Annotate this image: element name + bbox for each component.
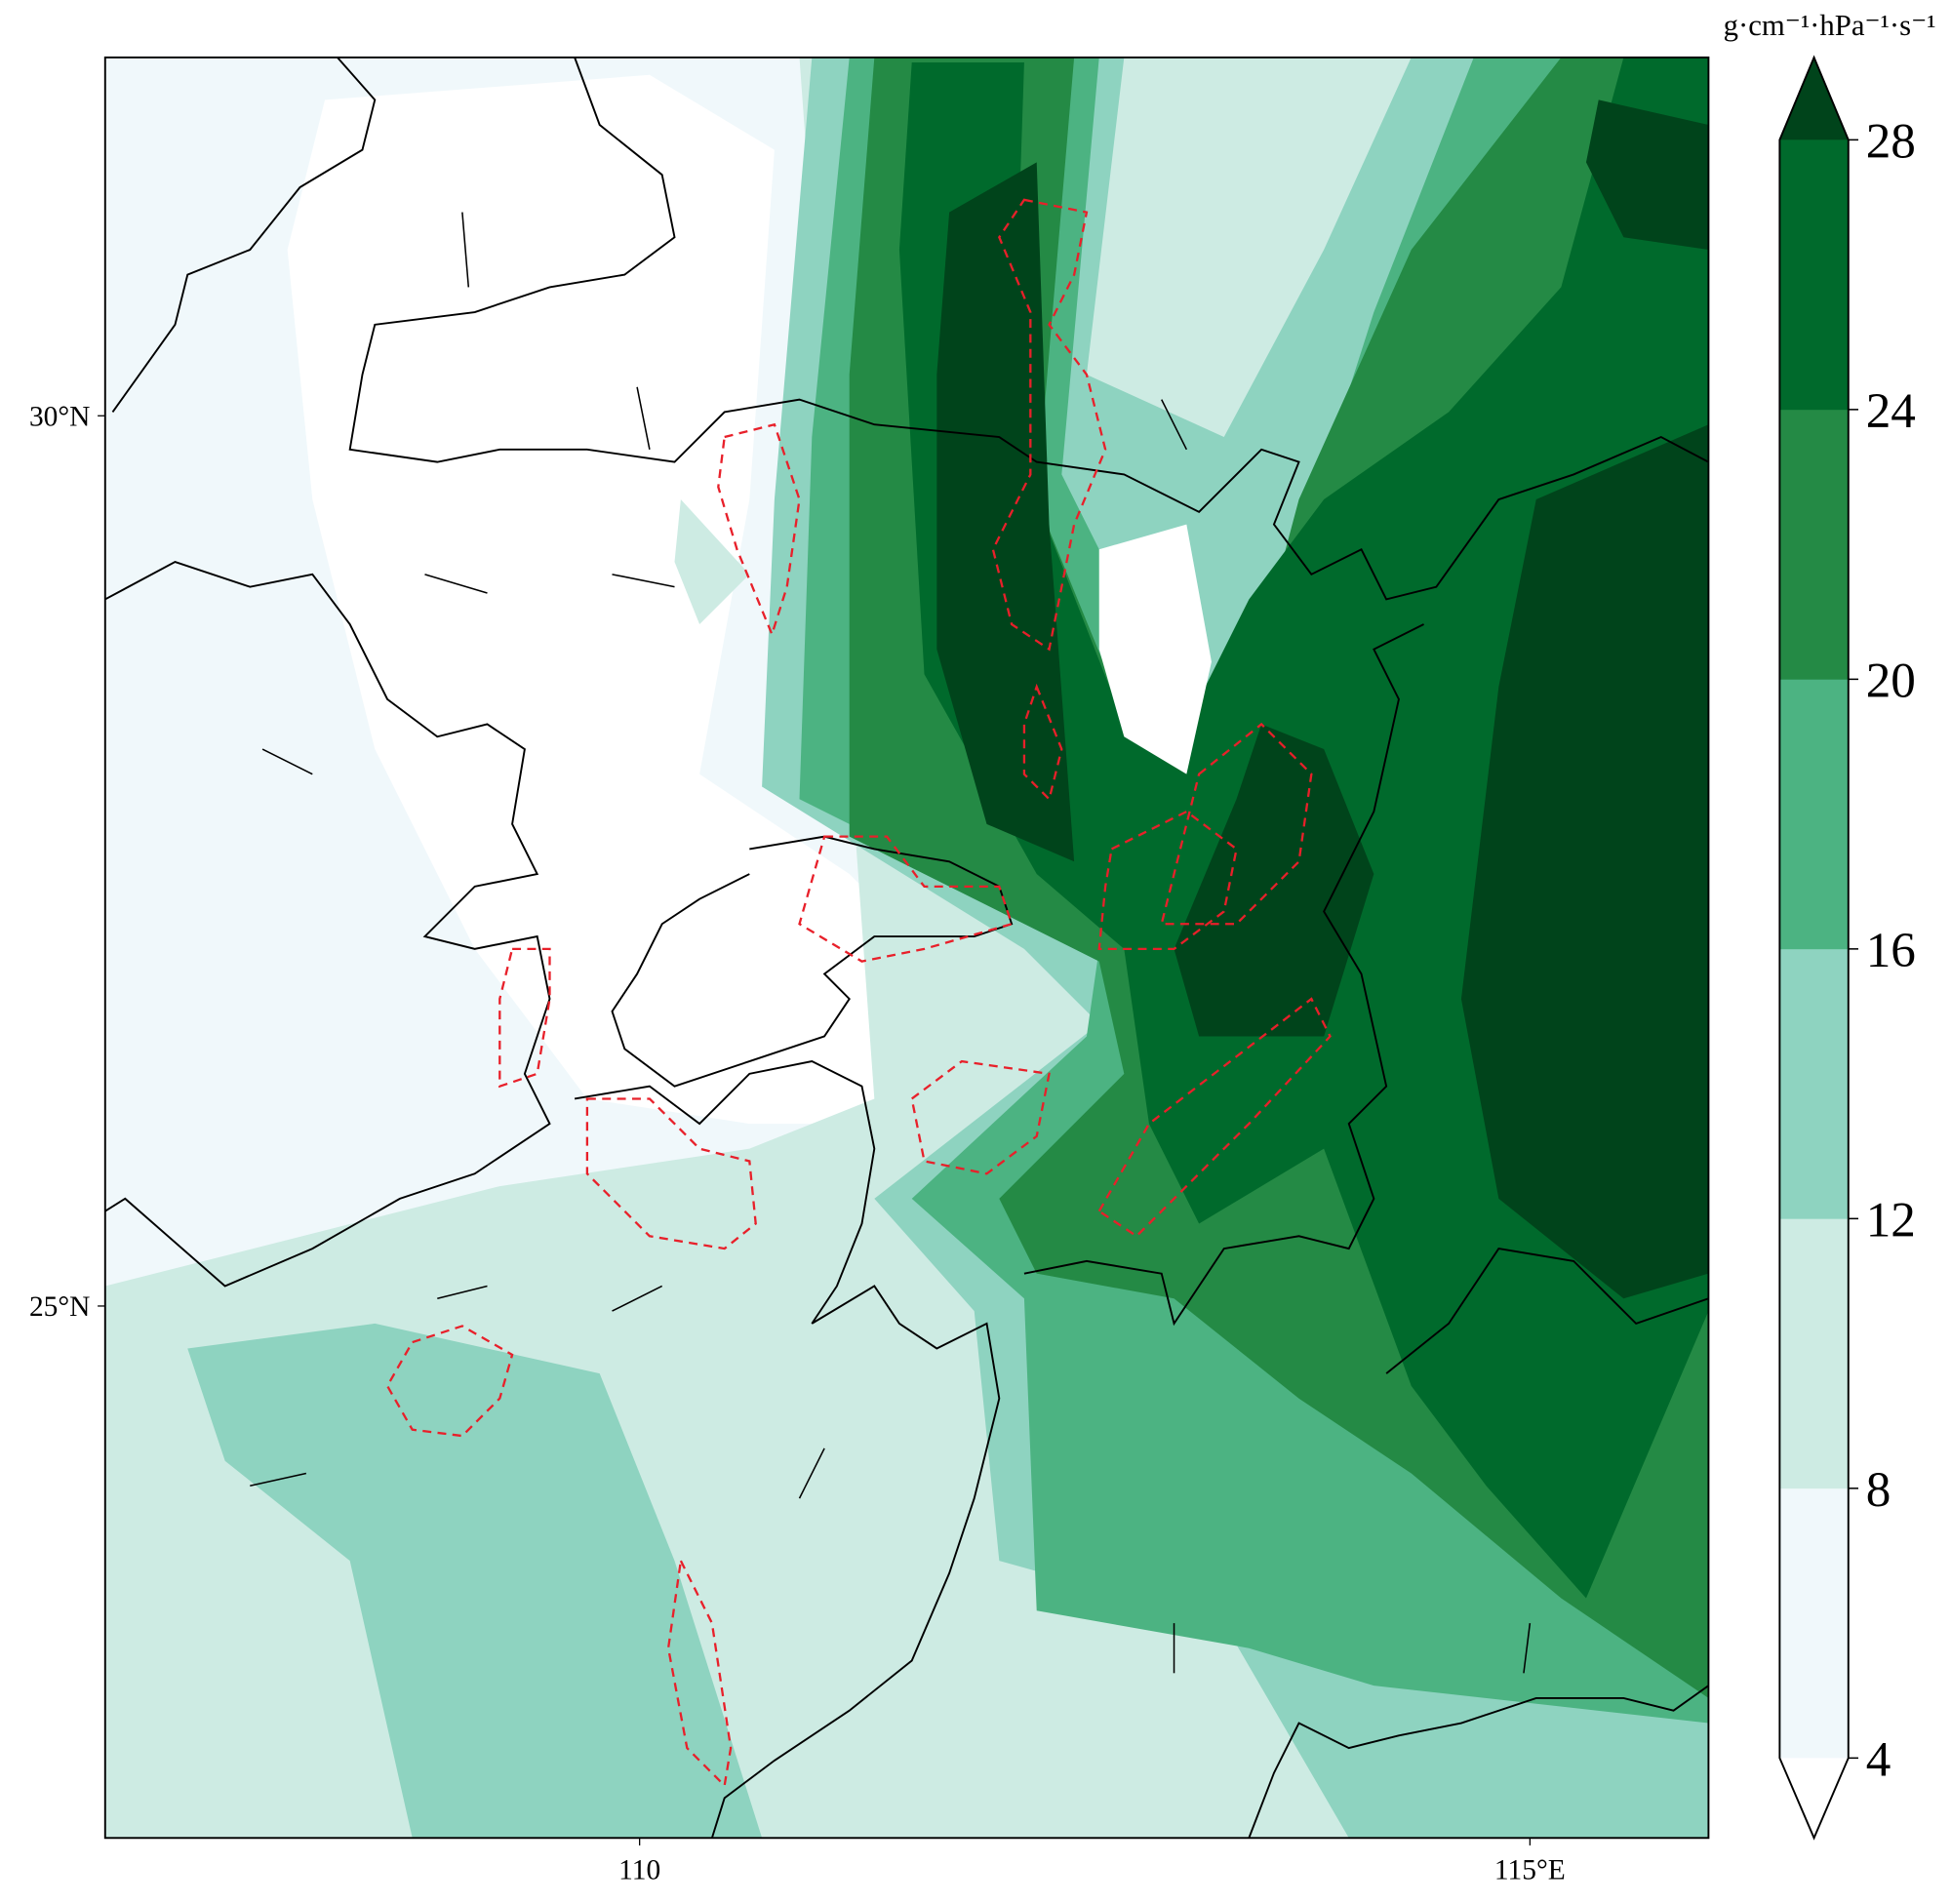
colorbar-under xyxy=(1779,1758,1849,1839)
boundary-line xyxy=(1385,1248,1709,1374)
dashed-contour xyxy=(1097,810,1238,951)
boundary-line xyxy=(1248,1685,1709,1839)
wind-barb xyxy=(612,1285,663,1312)
colorbar-segment xyxy=(1779,948,1850,1219)
wind-barb xyxy=(1161,399,1188,451)
colorbar-segment xyxy=(1779,409,1850,680)
wind-barbs xyxy=(250,212,1532,1674)
boundary-line xyxy=(1023,623,1424,1327)
dashed-contour xyxy=(798,835,1014,963)
boundaries xyxy=(104,57,1709,1839)
boundary-line xyxy=(611,835,1014,1088)
boundary-line xyxy=(104,560,551,1288)
field-region xyxy=(1174,724,1374,1037)
boundary-line xyxy=(574,1060,1001,1839)
wind-barb xyxy=(461,212,470,288)
dashed-contour xyxy=(717,422,801,638)
field-region xyxy=(1460,424,1709,1299)
field-region xyxy=(287,74,950,1125)
colorbar-tick-label: 4 xyxy=(1866,1731,1891,1787)
boundary-line xyxy=(111,57,377,413)
wind-barb xyxy=(612,574,675,588)
colorbar-tick-label: 8 xyxy=(1866,1462,1891,1518)
colorbar-over xyxy=(1779,57,1849,140)
wind-barb xyxy=(1523,1623,1532,1674)
colorbar-segment xyxy=(1779,1218,1850,1489)
y-axis-label: 25°N xyxy=(29,1291,90,1323)
dashed-contour xyxy=(585,1097,757,1250)
map-field xyxy=(104,57,1709,1839)
wind-barb xyxy=(250,1472,307,1488)
x-axis-label: 115°E xyxy=(1494,1855,1566,1886)
dashed-contour xyxy=(498,947,551,1089)
wind-barb xyxy=(636,386,651,450)
dashed-contour xyxy=(1160,722,1313,926)
dashed-contour xyxy=(385,1325,514,1438)
colorbar-tick-label: 20 xyxy=(1866,653,1916,708)
colorbar-segment xyxy=(1779,1488,1850,1759)
plot-frame xyxy=(103,56,1710,1840)
colorbar-unit: g·cm⁻¹·hPa⁻¹·s⁻¹ xyxy=(1724,9,1936,42)
colorbar: 4 8 12 16 20 24 28 xyxy=(1778,55,1916,1841)
field-region xyxy=(674,499,750,625)
wind-barb xyxy=(798,1448,825,1499)
colorbar-segment xyxy=(1779,679,1850,950)
field-region xyxy=(936,162,1075,862)
boundary-line xyxy=(348,57,1709,601)
y-axis-label: 30°N xyxy=(29,402,90,433)
x-axis-label: 110 xyxy=(618,1855,660,1886)
colorbar-tick-label: 12 xyxy=(1866,1192,1916,1248)
field-region xyxy=(187,1323,763,1839)
field-region xyxy=(1098,524,1212,774)
colorbar-segment xyxy=(1779,139,1850,411)
dashed-contour xyxy=(1097,997,1332,1238)
colorbar-tick-label: 28 xyxy=(1866,113,1916,169)
dashed-contour xyxy=(1022,683,1063,802)
colorbar-tick-label: 24 xyxy=(1866,383,1916,439)
colorbar-tick-label: 16 xyxy=(1866,923,1916,978)
wind-barb xyxy=(437,1285,488,1300)
wind-barb xyxy=(261,748,313,775)
dashed-contour xyxy=(910,1059,1051,1175)
wind-barb xyxy=(424,574,488,594)
dashed-contour xyxy=(991,198,1107,652)
field-region xyxy=(1585,99,1709,251)
dashed-contours xyxy=(385,198,1332,1788)
